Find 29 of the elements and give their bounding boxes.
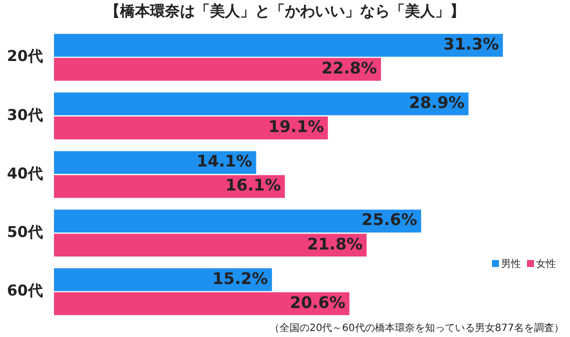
text: （全国の20代～60代の橋本環奈を知っている男女877名を調査） [269,322,564,335]
data-label: 31.3% [443,34,499,54]
data-label: 22.8% [321,58,377,78]
data-label: 16.1% [225,176,281,195]
bar [54,151,256,174]
y-tick-label: 40代 [7,164,43,182]
bar [54,210,422,232]
bar [54,58,381,81]
data-label: 20.6% [290,292,346,312]
y-tick-label: 30代 [7,106,43,124]
bar [54,268,272,292]
legend-label: 女性 [535,258,556,271]
data-label: 28.9% [408,93,464,112]
chart-title: 【橋本環奈は「美人」と「かわいい」なら「美人」】 [104,2,466,21]
y-tick-label: 50代 [7,222,43,241]
data-label: 25.6% [362,210,418,230]
y-tick-label: 60代 [7,282,43,300]
bar [54,234,367,257]
bar [54,34,503,57]
bar [54,292,350,316]
bar [54,92,468,116]
data-label: 19.1% [268,117,324,136]
bar [54,116,328,140]
data-label: 15.2% [212,268,268,288]
data-label: 21.8% [307,234,363,254]
data-label: 14.1% [196,152,252,171]
legend-label: 男性 [500,258,521,271]
y-tick-label: 20代 [7,47,43,66]
bar [54,175,285,198]
